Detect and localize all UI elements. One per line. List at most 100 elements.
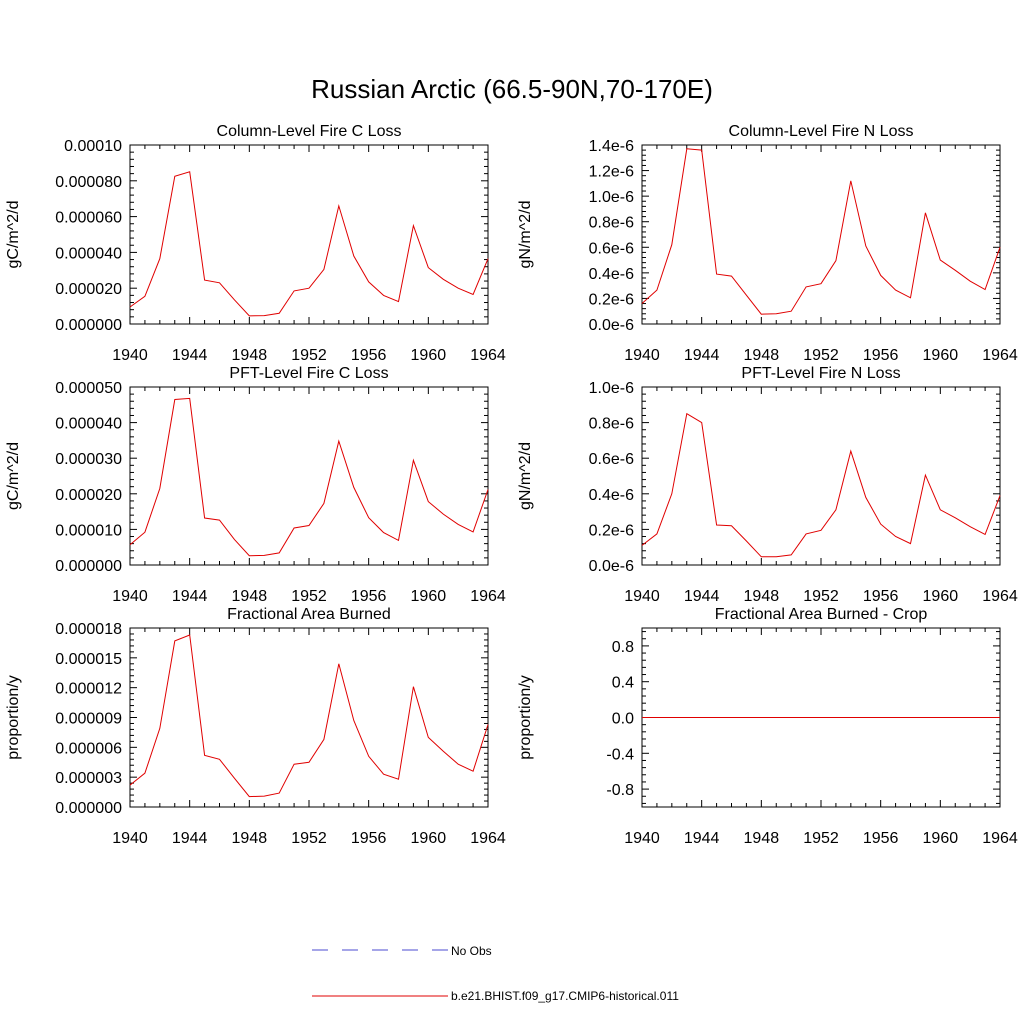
x-tick-label: 1944 xyxy=(172,347,208,364)
x-tick-label: 1940 xyxy=(624,588,660,605)
plot-frame xyxy=(129,386,489,566)
y-tick-label: -0.4 xyxy=(606,746,634,763)
y-tick-label: 0.000000 xyxy=(55,317,122,334)
y-tick-label: 0.6e-6 xyxy=(589,451,634,468)
chart-panel-1: Column-Level Fire C Loss gC/m^2/d 1940 1944… xyxy=(5,123,506,364)
series-line xyxy=(641,148,1001,315)
chart-title: Fractional Area Burned xyxy=(227,606,391,623)
y-tick-label: 0.4e-6 xyxy=(589,487,634,504)
x-tick-label: 1940 xyxy=(624,347,660,364)
x-tick-label: 1944 xyxy=(172,830,208,847)
x-tick-label: 1956 xyxy=(351,588,387,605)
x-tick-label: 1956 xyxy=(863,830,899,847)
y-tick-label: 0.000010 xyxy=(55,522,122,539)
x-tick-label: 1952 xyxy=(291,830,327,847)
y-axis-label: gC/m^2/d xyxy=(5,442,22,510)
x-tick-label: 1964 xyxy=(470,347,506,364)
y-tick-label: 0.000009 xyxy=(55,711,122,728)
chart-panel-4: PFT-Level Fire N Loss gN/m^2/d 1940 1944 194… xyxy=(517,365,1018,605)
x-tick-label: 1944 xyxy=(684,830,720,847)
x-tick-label: 1944 xyxy=(172,588,208,605)
y-axis-label: proportion/y xyxy=(5,675,22,760)
x-tick-label: 1944 xyxy=(684,588,720,605)
legend: No Obs b.e21.BHIST.f09_g17.CMIP6-histori… xyxy=(312,944,679,1003)
y-tick-label: 0.0e-6 xyxy=(589,558,634,575)
x-tick-label: 1952 xyxy=(803,347,839,364)
x-tick-label: 1964 xyxy=(470,588,506,605)
chart-panels: Column-Level Fire C Loss gC/m^2/d 1940 1944… xyxy=(5,123,1018,847)
y-tick-label: 0.000080 xyxy=(55,174,122,191)
x-tick-label: 1948 xyxy=(232,347,268,364)
chart-title: Column-Level Fire C Loss xyxy=(217,123,402,140)
y-axis-label: proportion/y xyxy=(517,675,534,760)
y-tick-label: 0.2e-6 xyxy=(589,522,634,539)
chart-title: PFT-Level Fire N Loss xyxy=(741,365,900,382)
x-tick-label: 1948 xyxy=(232,830,268,847)
y-axis-label: gN/m^2/d xyxy=(517,201,534,269)
x-tick-label: 1952 xyxy=(291,347,327,364)
series-line xyxy=(129,634,489,798)
x-tick-label: 1960 xyxy=(411,347,447,364)
legend-model-label: b.e21.BHIST.f09_g17.CMIP6-historical.011 xyxy=(451,989,679,1003)
y-tick-label: 0.0e-6 xyxy=(589,317,634,334)
y-tick-label: 0.000040 xyxy=(55,416,122,433)
legend-obs-label: No Obs xyxy=(451,944,492,958)
x-tick-label: 1952 xyxy=(803,830,839,847)
main-title: Russian Arctic (66.5-90N,70-170E) xyxy=(311,74,713,104)
y-tick-label: 0.000018 xyxy=(55,621,122,638)
y-tick-label: 0.000000 xyxy=(55,800,122,817)
chart-title: Fractional Area Burned - Crop xyxy=(715,606,928,623)
series-line xyxy=(129,397,489,557)
y-tick-label: 0.0 xyxy=(612,711,634,728)
x-tick-label: 1964 xyxy=(982,588,1018,605)
plot-frame xyxy=(641,144,1001,325)
y-tick-label: 0.00010 xyxy=(64,138,122,155)
y-tick-label: 1.2e-6 xyxy=(589,164,634,181)
y-tick-label: 0.8e-6 xyxy=(589,416,634,433)
x-tick-label: 1940 xyxy=(112,588,148,605)
x-tick-label: 1956 xyxy=(351,830,387,847)
x-tick-label: 1940 xyxy=(624,830,660,847)
x-tick-label: 1944 xyxy=(684,347,720,364)
x-tick-label: 1960 xyxy=(411,830,447,847)
y-tick-label: 0.000060 xyxy=(55,210,122,227)
x-tick-label: 1948 xyxy=(744,588,780,605)
y-tick-label: 0.000020 xyxy=(55,281,122,298)
y-tick-label: 0.000003 xyxy=(55,770,122,787)
y-tick-label: 0.000050 xyxy=(55,380,122,397)
y-tick-label: 0.000000 xyxy=(55,558,122,575)
series-line xyxy=(641,412,1001,558)
y-tick-label: 0.2e-6 xyxy=(589,291,634,308)
x-tick-label: 1940 xyxy=(112,347,148,364)
x-tick-label: 1956 xyxy=(863,347,899,364)
y-axis-label: gN/m^2/d xyxy=(517,442,534,510)
y-tick-label: 1.0e-6 xyxy=(589,189,634,206)
plot-frame xyxy=(129,627,489,808)
y-tick-label: 0.4 xyxy=(612,675,634,692)
x-tick-label: 1948 xyxy=(744,347,780,364)
y-tick-label: 0.000012 xyxy=(55,681,122,698)
y-tick-label: 0.8 xyxy=(612,639,634,656)
y-tick-label: 0.000006 xyxy=(55,740,122,757)
x-tick-label: 1952 xyxy=(803,588,839,605)
chart-panel-2: Column-Level Fire N Loss gN/m^2/d 1940 1944… xyxy=(517,123,1018,364)
y-tick-label: 0.000030 xyxy=(55,451,122,468)
y-tick-label: 0.4e-6 xyxy=(589,266,634,283)
chart-panel-6: Fractional Area Burned - Crop proportion/… xyxy=(517,606,1018,847)
x-tick-label: 1964 xyxy=(982,830,1018,847)
y-tick-label: -0.8 xyxy=(606,782,634,799)
y-tick-label: 0.8e-6 xyxy=(589,215,634,232)
chart-panel-5: Fractional Area Burned proportion/y 1940 19… xyxy=(5,606,506,847)
x-tick-label: 1960 xyxy=(923,830,959,847)
plot-frame xyxy=(641,386,1001,566)
x-tick-label: 1956 xyxy=(863,588,899,605)
x-tick-label: 1948 xyxy=(744,830,780,847)
x-tick-label: 1964 xyxy=(982,347,1018,364)
x-tick-label: 1940 xyxy=(112,830,148,847)
y-tick-label: 1.4e-6 xyxy=(589,138,634,155)
x-tick-label: 1956 xyxy=(351,347,387,364)
x-tick-label: 1952 xyxy=(291,588,327,605)
x-tick-label: 1964 xyxy=(470,830,506,847)
chart-panel-3: PFT-Level Fire C Loss gC/m^2/d 1940 1944 194… xyxy=(5,365,506,605)
